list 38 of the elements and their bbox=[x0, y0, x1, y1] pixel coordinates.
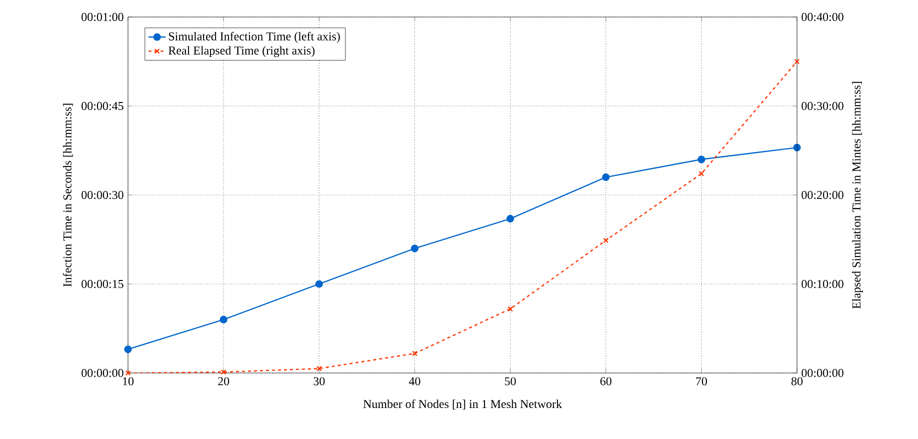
point bbox=[506, 214, 514, 223]
point bbox=[220, 369, 226, 375]
y2-tick-label: 00:20:00 bbox=[802, 190, 844, 200]
point bbox=[794, 58, 800, 64]
point bbox=[698, 170, 704, 176]
point bbox=[410, 244, 419, 252]
x-tick-label: 80 bbox=[791, 377, 803, 386]
point bbox=[315, 280, 323, 288]
x-tick-label: 10 bbox=[123, 377, 134, 386]
point bbox=[508, 306, 514, 312]
y-axis-title: Infection Time in Seconds [hh:mm:ss] bbox=[62, 104, 73, 287]
point bbox=[124, 345, 132, 354]
x-tick-label: 20 bbox=[218, 377, 230, 386]
y-tick-label: 00:00:15 bbox=[82, 280, 124, 288]
y-tick-label: 00:00:30 bbox=[82, 190, 124, 200]
y-tick-label: 00:00:00 bbox=[82, 368, 124, 378]
point bbox=[125, 370, 131, 376]
x-tick-label: 60 bbox=[600, 377, 612, 386]
y2-tick-label: 00:40:00 bbox=[802, 12, 844, 22]
legend-label: Real Elapsed Time (right axis) bbox=[168, 46, 315, 58]
y-tick-label: 00:01:00 bbox=[82, 12, 124, 22]
x-tick-label: 30 bbox=[314, 377, 325, 386]
y2-tick-label: 00:30:00 bbox=[802, 102, 844, 110]
point bbox=[412, 350, 418, 356]
legend-label: Simulated Infection Time (left axis) bbox=[168, 32, 340, 43]
point bbox=[316, 366, 322, 372]
y-tick-label: 00:00:45 bbox=[82, 102, 124, 110]
point bbox=[603, 238, 609, 244]
x-tick-label: 70 bbox=[696, 377, 707, 386]
point bbox=[698, 156, 706, 164]
x-tick-label: 40 bbox=[408, 377, 420, 386]
x-axis-title: Number of Nodes [n] in 1 Mesh Network bbox=[363, 399, 562, 410]
y2-axis-title: Elapsed Simulation Time in Mintes [hh:mm:ss] bbox=[852, 82, 863, 309]
y2-tick-label: 00:10:00 bbox=[802, 280, 844, 288]
point bbox=[220, 316, 228, 324]
x-tick-label: 50 bbox=[504, 377, 516, 386]
y2-tick-label: 00:00:00 bbox=[802, 368, 844, 378]
point bbox=[602, 173, 610, 181]
